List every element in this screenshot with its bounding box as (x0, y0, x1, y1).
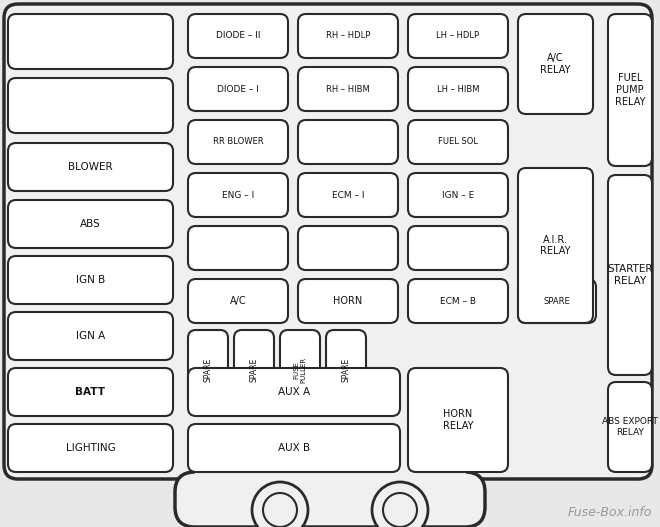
Text: A/C: A/C (230, 296, 246, 306)
FancyBboxPatch shape (188, 226, 288, 270)
FancyBboxPatch shape (188, 330, 228, 410)
Circle shape (372, 482, 428, 527)
Text: FUEL
PUMP
RELAY: FUEL PUMP RELAY (614, 73, 645, 106)
FancyBboxPatch shape (280, 330, 320, 410)
Circle shape (252, 482, 308, 527)
FancyBboxPatch shape (298, 14, 398, 58)
Text: RR BLOWER: RR BLOWER (213, 138, 263, 147)
FancyBboxPatch shape (298, 67, 398, 111)
Text: LH – HIBM: LH – HIBM (437, 84, 479, 93)
Text: RH – HDLP: RH – HDLP (326, 32, 370, 41)
Text: SPARE: SPARE (203, 358, 213, 382)
Text: SPARE: SPARE (544, 297, 570, 306)
FancyBboxPatch shape (298, 120, 398, 164)
Text: RH – HIBM: RH – HIBM (326, 84, 370, 93)
FancyBboxPatch shape (188, 67, 288, 111)
FancyBboxPatch shape (408, 368, 508, 472)
FancyBboxPatch shape (8, 424, 173, 472)
Bar (195, 470, 465, 476)
Text: LIGHTING: LIGHTING (65, 443, 116, 453)
Text: BATT: BATT (75, 387, 106, 397)
FancyBboxPatch shape (608, 382, 652, 472)
FancyBboxPatch shape (188, 14, 288, 58)
FancyBboxPatch shape (188, 120, 288, 164)
Text: ECM – I: ECM – I (332, 190, 364, 200)
FancyBboxPatch shape (188, 279, 288, 323)
Text: IGN A: IGN A (76, 331, 105, 341)
FancyBboxPatch shape (408, 226, 508, 270)
FancyBboxPatch shape (518, 279, 596, 323)
Text: ABS: ABS (80, 219, 101, 229)
Text: AUX B: AUX B (278, 443, 310, 453)
FancyBboxPatch shape (188, 424, 400, 472)
FancyBboxPatch shape (4, 4, 652, 479)
Text: IGN B: IGN B (76, 275, 105, 285)
Text: LH – HDLP: LH – HDLP (436, 32, 480, 41)
FancyBboxPatch shape (608, 14, 652, 166)
FancyBboxPatch shape (8, 14, 173, 69)
Text: FUEL SOL: FUEL SOL (438, 138, 478, 147)
FancyBboxPatch shape (8, 256, 173, 304)
Text: ECM – B: ECM – B (440, 297, 476, 306)
FancyBboxPatch shape (518, 14, 593, 114)
Text: ABS EXPORT
RELAY: ABS EXPORT RELAY (602, 417, 658, 437)
FancyBboxPatch shape (608, 175, 652, 375)
FancyBboxPatch shape (298, 173, 398, 217)
FancyBboxPatch shape (408, 14, 508, 58)
FancyBboxPatch shape (518, 168, 593, 323)
Text: FUSE
PULLER: FUSE PULLER (294, 357, 306, 383)
Text: SPARE: SPARE (249, 358, 259, 382)
Text: A/C
RELAY: A/C RELAY (541, 53, 571, 75)
FancyBboxPatch shape (188, 368, 400, 416)
Text: HORN
RELAY: HORN RELAY (443, 409, 473, 431)
FancyBboxPatch shape (8, 312, 173, 360)
FancyBboxPatch shape (298, 226, 398, 270)
Text: ENG – I: ENG – I (222, 190, 254, 200)
Text: IGN – E: IGN – E (442, 190, 474, 200)
FancyBboxPatch shape (326, 330, 366, 410)
FancyBboxPatch shape (408, 120, 508, 164)
Text: BLOWER: BLOWER (68, 162, 113, 172)
FancyBboxPatch shape (408, 279, 508, 323)
Text: HORN: HORN (333, 296, 362, 306)
Text: DIODE – II: DIODE – II (216, 32, 260, 41)
Text: DIODE – I: DIODE – I (217, 84, 259, 93)
Text: A.I.R.
RELAY: A.I.R. RELAY (541, 235, 571, 256)
FancyBboxPatch shape (298, 279, 398, 323)
FancyBboxPatch shape (175, 472, 485, 527)
FancyBboxPatch shape (234, 330, 274, 410)
FancyBboxPatch shape (8, 78, 173, 133)
Text: AUX A: AUX A (278, 387, 310, 397)
FancyBboxPatch shape (408, 173, 508, 217)
FancyBboxPatch shape (8, 200, 173, 248)
FancyBboxPatch shape (8, 143, 173, 191)
FancyBboxPatch shape (8, 368, 173, 416)
Text: SPARE: SPARE (341, 358, 350, 382)
FancyBboxPatch shape (188, 173, 288, 217)
Text: STARTER
RELAY: STARTER RELAY (607, 264, 653, 286)
FancyBboxPatch shape (408, 67, 508, 111)
Text: Fuse-Box.info: Fuse-Box.info (568, 506, 652, 519)
